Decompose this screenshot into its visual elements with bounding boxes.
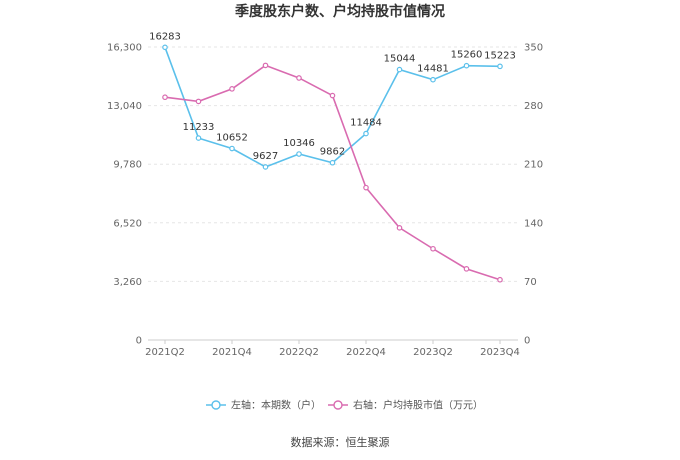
data-point: [262, 62, 269, 69]
right-tick-label: 70: [524, 277, 537, 288]
right-tick-label: 0: [524, 336, 530, 347]
data-point: [229, 145, 235, 152]
x-axis: 2021Q2 2021Q4 2022Q2 2022Q4 2023Q2 2023Q4: [145, 340, 520, 358]
left-tick-label: 13,040: [107, 101, 142, 112]
legend: 左轴：本期数（户） 右轴：户均持股市值（万元）: [206, 399, 483, 412]
source-note: 数据来源：恒生聚源: [291, 435, 390, 449]
left-tick-label: 9,780: [113, 160, 142, 171]
left-axis: 0 3,260 6,520 9,780 13,040 16,300: [107, 43, 142, 347]
data-label: 11484: [350, 118, 382, 129]
data-point: [430, 245, 436, 252]
x-tick-label: 2022Q4: [346, 347, 386, 358]
data-label: 9627: [253, 151, 278, 162]
left-tick-label: 3,260: [113, 277, 142, 288]
legend-label: 左轴：本期数（户）: [231, 399, 321, 412]
data-point: [296, 151, 302, 157]
data-point: [162, 44, 168, 51]
legend-swatch-marker: [333, 400, 343, 410]
data-point: [463, 266, 470, 272]
data-label: 15044: [384, 54, 416, 65]
data-label: 10346: [283, 138, 315, 149]
data-point: [363, 184, 369, 191]
data-point: [162, 94, 168, 101]
right-tick-label: 280: [524, 101, 543, 112]
data-label: 10652: [216, 133, 248, 144]
data-label: 15223: [484, 50, 516, 61]
grid-lines: [148, 46, 518, 282]
data-point: [396, 66, 403, 73]
data-point: [229, 86, 235, 92]
chart-title: 季度股东户数、户均持股市值情况: [234, 3, 445, 20]
x-tick-label: 2021Q2: [145, 347, 185, 358]
data-point: [296, 75, 302, 81]
left-tick-label: 16,300: [107, 43, 142, 54]
data-point: [497, 63, 503, 70]
x-tick-label: 2022Q2: [279, 347, 319, 358]
data-point: [262, 164, 269, 170]
data-label: 11233: [183, 122, 215, 133]
left-tick-label: 6,520: [113, 218, 142, 229]
x-tick-label: 2023Q4: [480, 347, 520, 358]
legend-swatch-marker: [211, 400, 221, 410]
data-point: [430, 76, 436, 83]
data-point: [463, 62, 470, 69]
data-point: [195, 98, 202, 105]
data-point: [363, 130, 369, 137]
data-label: 14481: [417, 64, 449, 75]
data-point: [195, 135, 202, 141]
right-tick-label: 140: [524, 218, 543, 229]
data-label: 16283: [149, 31, 181, 42]
right-axis: 0 70 140 210 280 350: [524, 43, 543, 347]
x-tick-label: 2023Q2: [413, 347, 453, 358]
data-point: [497, 276, 503, 283]
data-label: 15260: [451, 50, 483, 61]
right-tick-label: 210: [524, 160, 543, 171]
data-point: [396, 225, 403, 231]
legend-label: 右轴：户均持股市值（万元）: [353, 399, 483, 412]
data-point: [329, 92, 336, 99]
right-tick-label: 350: [524, 43, 543, 54]
data-label: 9862: [320, 147, 345, 158]
data-point: [329, 159, 336, 166]
x-tick-label: 2021Q4: [212, 347, 252, 358]
left-tick-label: 0: [136, 336, 142, 347]
